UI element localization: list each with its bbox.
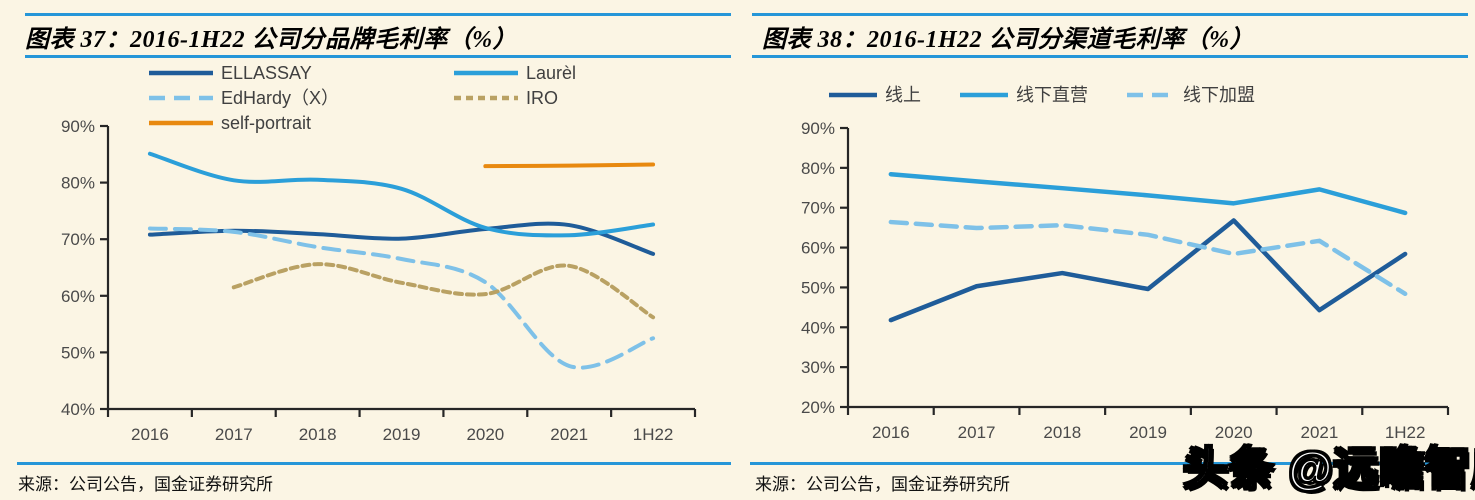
legend-item: self-portrait	[148, 112, 453, 134]
legend-label: IRO	[526, 88, 559, 108]
legend-swatch	[1127, 92, 1175, 98]
source-note-left: 来源：公司公告，国金证券研究所	[18, 475, 273, 494]
legend-item: Laurèl	[453, 62, 576, 84]
legend-swatch	[454, 95, 518, 101]
x-tick-label: 2016	[872, 423, 910, 442]
x-tick-label: 2017	[215, 425, 253, 444]
y-tick-label: 80%	[801, 159, 835, 178]
y-tick-label: 50%	[61, 343, 95, 362]
legend-item: 线下直营	[959, 84, 1088, 106]
x-tick-label: 2017	[958, 423, 996, 442]
legend-label: ELLASSAY	[221, 63, 312, 83]
title-top-rule-left	[25, 13, 731, 16]
series-line	[888, 219, 1408, 297]
y-tick-label: 40%	[801, 318, 835, 337]
x-tick-label: 2019	[383, 425, 421, 444]
legend-brand-chart: ELLASSAY Laurèl EdHardy（X） IRO self-portrait	[148, 62, 576, 134]
channel-margin-chart: 90% 80% 70% 60% 50% 40% 30% 20% 2016 2017 2018 2019…	[801, 119, 1450, 442]
legend-item: 线下加盟	[1126, 84, 1255, 106]
legend-label: Laurèl	[526, 63, 577, 83]
y-tick-label: 50%	[801, 278, 835, 297]
title-bottom-rule-left	[25, 55, 731, 58]
axes	[846, 128, 1448, 409]
source-note-right: 来源：公司公告，国金证券研究所	[755, 475, 1010, 494]
legend-swatch	[149, 95, 213, 101]
y-tick-label: 60%	[61, 287, 95, 306]
series-line	[231, 262, 656, 320]
y-tick-label: 70%	[801, 199, 835, 218]
series-line	[888, 171, 1408, 216]
legend-channel-chart: 线上 线下直营 线下加盟	[828, 84, 1255, 106]
legend-label: 线下直营	[1016, 85, 1088, 105]
legend-swatch	[149, 120, 213, 126]
x-tick-label: 1H22	[633, 425, 674, 444]
legend-swatch	[960, 92, 1008, 98]
y-tick-label: 90%	[801, 119, 835, 138]
legend-item: EdHardy（X）	[148, 87, 453, 109]
title-bottom-rule-right	[752, 55, 1468, 58]
legend-item: IRO	[453, 87, 576, 109]
y-tick-label: 30%	[801, 358, 835, 377]
x-tick-label: 2020	[1215, 423, 1253, 442]
series-line	[888, 218, 1408, 323]
title-top-rule-right	[752, 13, 1468, 16]
series-line	[483, 162, 656, 169]
legend-label: 线下加盟	[1183, 85, 1255, 105]
x-tick-label: 2018	[299, 425, 337, 444]
x-tick-label: 2021	[550, 425, 588, 444]
legend-label: EdHardy（X）	[221, 88, 340, 108]
x-tick-label: 2016	[131, 425, 169, 444]
y-tick-label: 60%	[801, 239, 835, 258]
legend-swatch	[454, 70, 518, 76]
footer-rule-left	[17, 462, 731, 465]
series-line	[147, 221, 656, 256]
legend-item: ELLASSAY	[148, 62, 453, 84]
x-tick-label: 2020	[466, 425, 504, 444]
brand-margin-chart: 90% 80% 70% 60% 50% 40% 2016 2017 2018 2019 2020 20…	[61, 117, 697, 444]
chart-title-left: 图表 37：2016-1H22 公司分品牌毛利率（%）	[25, 27, 518, 53]
x-tick-label: 2021	[1301, 423, 1339, 442]
legend-label: 线上	[885, 85, 921, 105]
y-tick-label: 20%	[801, 398, 835, 417]
y-tick-label: 90%	[61, 117, 95, 136]
legend-swatch	[829, 92, 877, 98]
legend-swatch	[149, 70, 213, 76]
watermark: 头条 @远瞻智库	[1182, 443, 1475, 494]
chart-title-right: 图表 38：2016-1H22 公司分渠道毛利率（%）	[762, 27, 1255, 53]
series-line	[147, 151, 656, 238]
x-tick-label: 1H22	[1385, 423, 1426, 442]
legend-item: 线上	[828, 84, 921, 106]
y-tick-label: 80%	[61, 174, 95, 193]
y-tick-label: 40%	[61, 400, 95, 419]
series-line	[147, 226, 656, 370]
x-tick-label: 2019	[1129, 423, 1167, 442]
x-tick-label: 2018	[1043, 423, 1081, 442]
legend-label: self-portrait	[221, 113, 312, 133]
y-tick-label: 70%	[61, 230, 95, 249]
footer-rule-right	[750, 462, 1468, 465]
